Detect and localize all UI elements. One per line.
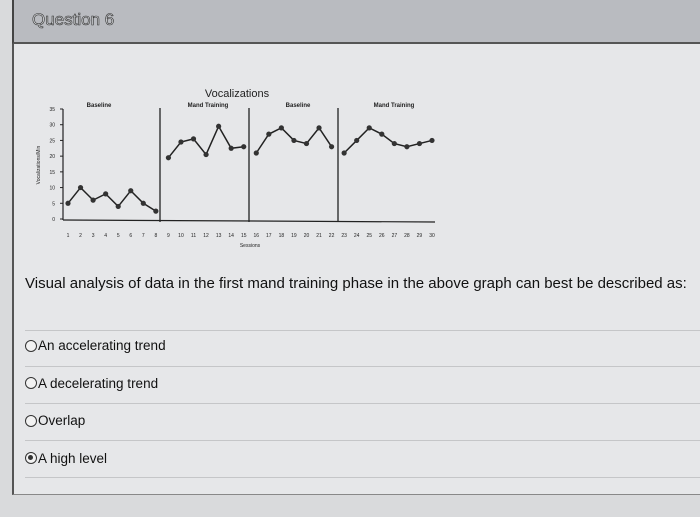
data-point — [115, 203, 121, 210]
series-line — [67, 186, 157, 212]
chart-title: Vocalizations — [205, 88, 270, 100]
data-point — [128, 188, 134, 194]
phase-label: Baseline — [286, 103, 311, 109]
x-tick-label: 25 — [366, 233, 372, 239]
data-point — [404, 144, 410, 150]
radio-button[interactable] — [25, 452, 37, 464]
x-tick-label: 29 — [417, 233, 423, 239]
y-tick-label: 35 — [49, 107, 55, 113]
y-tick-label: 10 — [49, 186, 55, 192]
answer-option[interactable]: An accelerating trend — [25, 338, 166, 353]
data-point — [429, 137, 435, 144]
x-tick-label: 10 — [178, 233, 184, 239]
x-tick-label: 18 — [279, 233, 285, 239]
data-point — [203, 151, 209, 158]
option-label: An accelerating trend — [38, 338, 166, 353]
y-tick-label: 15 — [49, 170, 55, 176]
x-tick-label: 21 — [316, 233, 322, 239]
divider — [25, 440, 700, 441]
divider — [25, 477, 700, 478]
data-point — [266, 131, 272, 137]
data-point — [216, 123, 222, 129]
data-point — [303, 140, 310, 147]
radio-button[interactable] — [25, 414, 37, 427]
question-text: Visual analysis of data in the first man… — [25, 275, 687, 292]
x-tick-label: 13 — [216, 233, 222, 239]
data-point — [140, 200, 146, 206]
data-point — [278, 125, 284, 131]
x-axis-label: Sessions — [240, 243, 261, 249]
x-tick-label: 26 — [379, 233, 385, 239]
answer-option[interactable]: Overlap — [25, 413, 85, 428]
x-tick-label: 12 — [203, 233, 209, 239]
y-tick-label: 30 — [49, 123, 55, 129]
question-panel — [12, 44, 700, 495]
data-point — [253, 150, 259, 156]
data-point — [228, 145, 234, 151]
data-point — [341, 150, 347, 156]
x-tick-label: 1 — [67, 233, 70, 239]
data-point — [65, 200, 71, 206]
x-tick-label: 4 — [104, 233, 107, 239]
x-tick-label: 6 — [129, 233, 132, 239]
x-tick-label: 24 — [354, 233, 360, 239]
radio-button[interactable] — [25, 377, 37, 389]
x-tick-label: 7 — [142, 233, 145, 239]
data-point — [366, 125, 372, 131]
x-tick-label: 23 — [341, 233, 347, 239]
phase-label: Mand Training — [374, 103, 415, 109]
data-point — [241, 144, 247, 150]
x-tick-label: 20 — [304, 233, 310, 239]
data-point — [416, 140, 423, 147]
x-tick-label: 5 — [117, 233, 120, 239]
phase-label: Baseline — [87, 103, 112, 109]
x-tick-label: 8 — [154, 233, 157, 239]
x-tick-label: 3 — [92, 233, 95, 239]
data-point — [391, 140, 397, 147]
data-point — [165, 155, 172, 161]
data-point — [379, 131, 385, 137]
y-axis-label: Vocalizations/Min — [36, 145, 42, 184]
x-tick-label: 27 — [392, 233, 398, 239]
radio-button[interactable] — [25, 339, 37, 352]
x-tick-label: 16 — [253, 233, 259, 239]
y-tick-label: 0 — [52, 217, 55, 223]
x-tick-label: 15 — [241, 233, 247, 239]
data-point — [90, 197, 96, 203]
data-point — [328, 144, 335, 150]
option-label: A decelerating trend — [38, 375, 159, 391]
y-tick-label: 20 — [49, 154, 55, 160]
answer-option[interactable]: A decelerating trend — [25, 376, 158, 391]
data-point — [77, 184, 84, 191]
divider — [25, 330, 700, 331]
divider — [25, 366, 700, 367]
data-point — [316, 125, 322, 131]
data-point — [153, 208, 159, 214]
data-point — [291, 137, 297, 144]
x-tick-label: 22 — [329, 233, 335, 239]
option-label: Overlap — [38, 413, 86, 428]
x-tick-label: 14 — [228, 233, 234, 239]
answer-option[interactable]: A high level — [25, 451, 107, 466]
data-point — [178, 139, 184, 145]
x-tick-label: 11 — [191, 233, 196, 239]
phase-label: Mand Training — [188, 103, 229, 109]
x-tick-label: 28 — [404, 233, 410, 239]
data-point — [103, 191, 109, 197]
divider — [25, 403, 700, 404]
x-tick-label: 19 — [291, 233, 297, 239]
y-tick-label: 5 — [52, 201, 55, 207]
question-title: Question 6 — [32, 10, 115, 30]
x-tick-label: 17 — [266, 233, 272, 239]
x-tick-label: 30 — [429, 233, 435, 239]
data-point — [354, 137, 360, 144]
question-header: Question 6 — [12, 0, 700, 44]
option-label: A high level — [38, 450, 108, 466]
data-point — [190, 136, 197, 142]
x-tick-label: 2 — [79, 233, 82, 239]
y-tick-label: 25 — [49, 138, 55, 144]
x-tick-label: 9 — [167, 233, 170, 239]
